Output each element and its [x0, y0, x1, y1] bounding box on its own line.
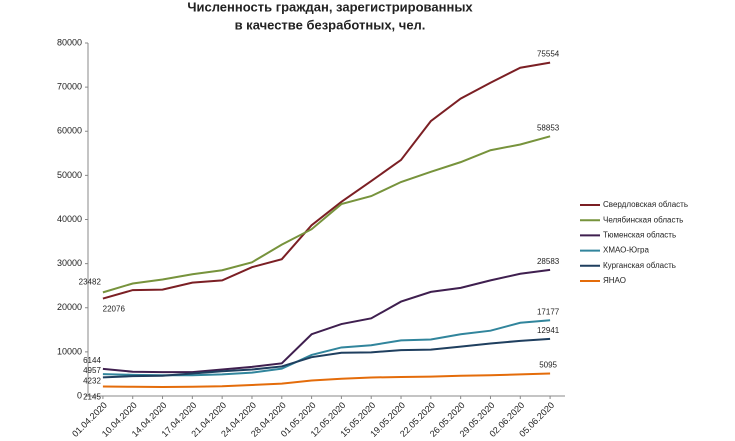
y-tick-label: 80000 — [57, 37, 82, 47]
legend-label: Тюменская область — [603, 231, 676, 240]
y-tick-label: 60000 — [57, 126, 82, 136]
value-label: 5095 — [539, 361, 557, 370]
y-tick-label: 0 — [77, 390, 82, 400]
series-line — [102, 61, 551, 300]
y-tick-label: 20000 — [57, 302, 82, 312]
chart-title: в качестве безработных, чел. — [235, 17, 426, 32]
value-label: 6144 — [83, 356, 101, 365]
value-label: 23482 — [79, 277, 102, 286]
legend-label: ЯНАО — [603, 276, 626, 285]
series-line — [102, 337, 551, 379]
y-tick-label: 30000 — [57, 258, 82, 268]
series-line — [102, 372, 551, 388]
y-tick-label: 40000 — [57, 214, 82, 224]
value-label: 75554 — [537, 50, 560, 59]
value-label: 28583 — [537, 257, 560, 266]
value-label: 12941 — [537, 326, 560, 335]
y-tick-label: 70000 — [57, 82, 82, 92]
series-line — [102, 135, 551, 294]
value-label: 4957 — [83, 366, 101, 375]
legend-label: Свердловская область — [603, 200, 688, 209]
value-label: 58853 — [537, 123, 560, 132]
legend-label: Челябинская область — [603, 215, 683, 224]
value-label: 4232 — [83, 376, 101, 385]
y-tick-label: 10000 — [57, 346, 82, 356]
series-line — [102, 268, 551, 374]
legend-label: Курганская область — [603, 261, 676, 270]
y-tick-label: 50000 — [57, 170, 82, 180]
value-label: 22076 — [103, 305, 126, 314]
value-label: 17177 — [537, 307, 560, 316]
chart-title: Численность граждан, зарегистрированных — [187, 0, 473, 14]
value-label: 2145 — [83, 393, 101, 402]
legend-label: ХМАО-Югра — [603, 246, 649, 255]
